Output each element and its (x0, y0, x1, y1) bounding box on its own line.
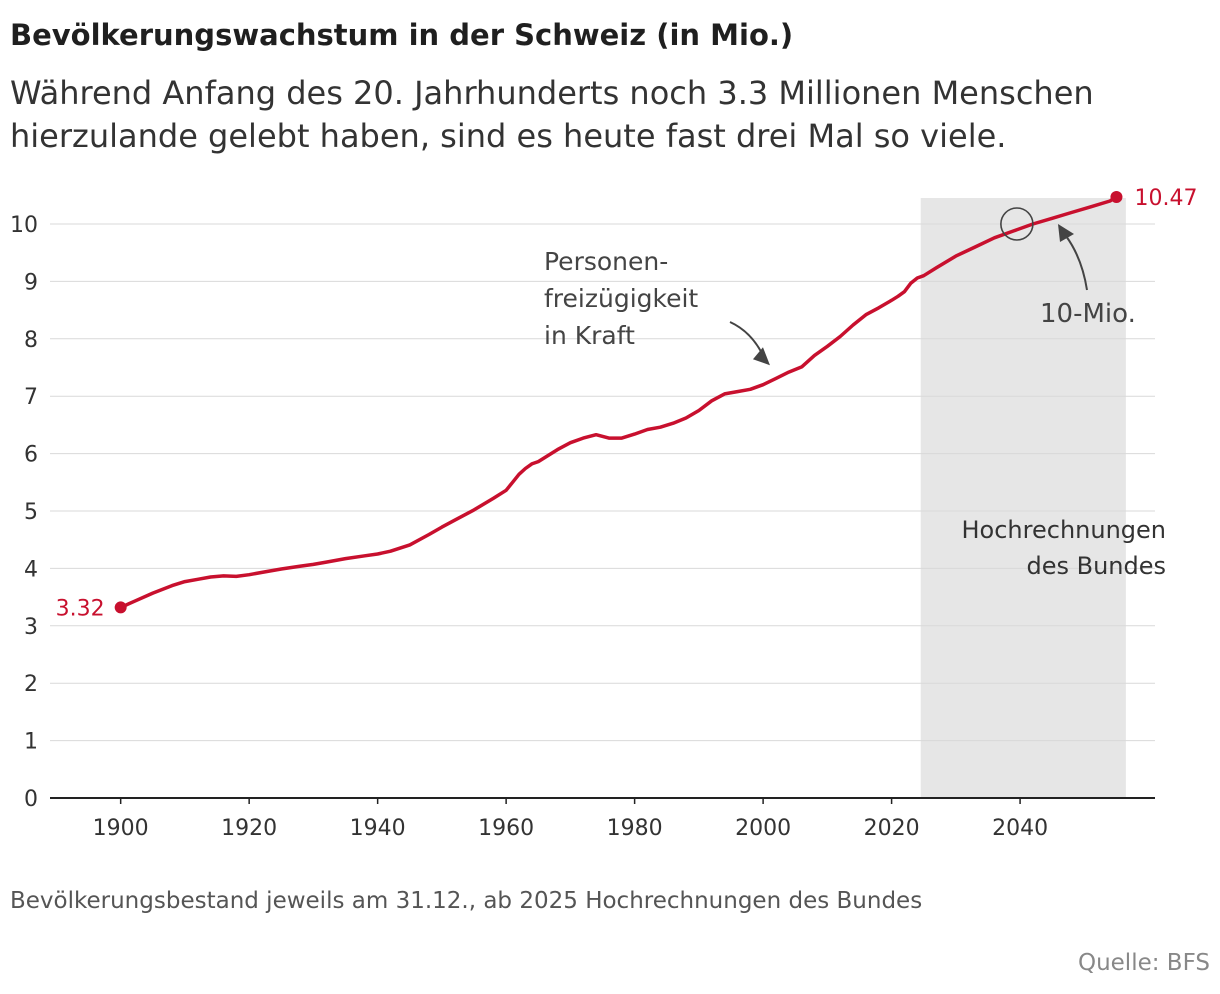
y-tick-label: 9 (24, 270, 38, 295)
y-tick-label: 6 (24, 443, 38, 468)
y-axis-ticks: 0 1 2 3 4 5 6 7 8 9 10 (10, 213, 38, 812)
y-tick-label: 10 (10, 213, 38, 238)
x-tick-label: 2000 (735, 816, 791, 841)
x-tick-label: 2020 (864, 816, 920, 841)
x-tick-label: 1980 (607, 816, 663, 841)
x-tick-label: 1920 (221, 816, 277, 841)
chart-subtitle: Während Anfang des 20. Jahrhunderts noch… (10, 74, 1094, 155)
chart-title: Bevölkerungswachstum in der Schweiz (in … (10, 18, 794, 52)
y-tick-label: 4 (24, 557, 38, 582)
population-line (118, 195, 1119, 610)
x-tick-label: 1900 (93, 816, 149, 841)
x-tick-label: 2040 (992, 816, 1048, 841)
annotation-arrow-pfz (729, 321, 765, 358)
annotation-text-line: 10-Mio. (1040, 299, 1136, 329)
projection-label: Hochrechnungen des Bundes (962, 516, 1167, 580)
projection-label-line: des Bundes (1026, 552, 1166, 580)
gridlines (50, 223, 1155, 742)
annotation-arrowhead-pfz (752, 347, 770, 366)
x-tick-label: 1960 (478, 816, 534, 841)
y-tick-label: 8 (24, 328, 38, 353)
y-tick-label: 2 (24, 672, 38, 697)
source-credit: Quelle: BFS (1077, 950, 1210, 976)
start-point (114, 601, 127, 614)
annotation-text-line: in Kraft (544, 321, 635, 350)
start-value-label: 3.32 (56, 596, 105, 621)
annotation-arrow-10mio (1065, 235, 1088, 291)
y-tick-label: 7 (24, 385, 38, 410)
x-axis-ticks: 1900 1920 1940 1960 1980 2000 2020 2040 (93, 798, 1048, 841)
y-tick-label: 0 (24, 787, 38, 812)
projection-label-line: Hochrechnungen (962, 516, 1167, 544)
x-tick-label: 1940 (350, 816, 406, 841)
annotation-text-line: freizügigkeit (544, 284, 698, 313)
annotation-arrowhead-10mio (1058, 224, 1074, 242)
y-tick-label: 5 (24, 500, 38, 525)
footnote: Bevölkerungsbestand jeweils am 31.12., a… (10, 888, 923, 914)
annotation-personenfreizuegigkeit: Personen-freizügigkeit in Kraft (544, 247, 698, 350)
end-value-label: 10.47 (1134, 186, 1197, 211)
y-tick-label: 3 (24, 615, 38, 640)
annotation-10mio-circle (1000, 207, 1034, 241)
end-point (1110, 191, 1123, 204)
projection-band (920, 198, 1126, 798)
y-tick-label: 1 (24, 730, 38, 755)
annotation-10mio: 10-Mio. (1040, 299, 1136, 329)
annotation-text-line: Personen- (544, 247, 668, 276)
